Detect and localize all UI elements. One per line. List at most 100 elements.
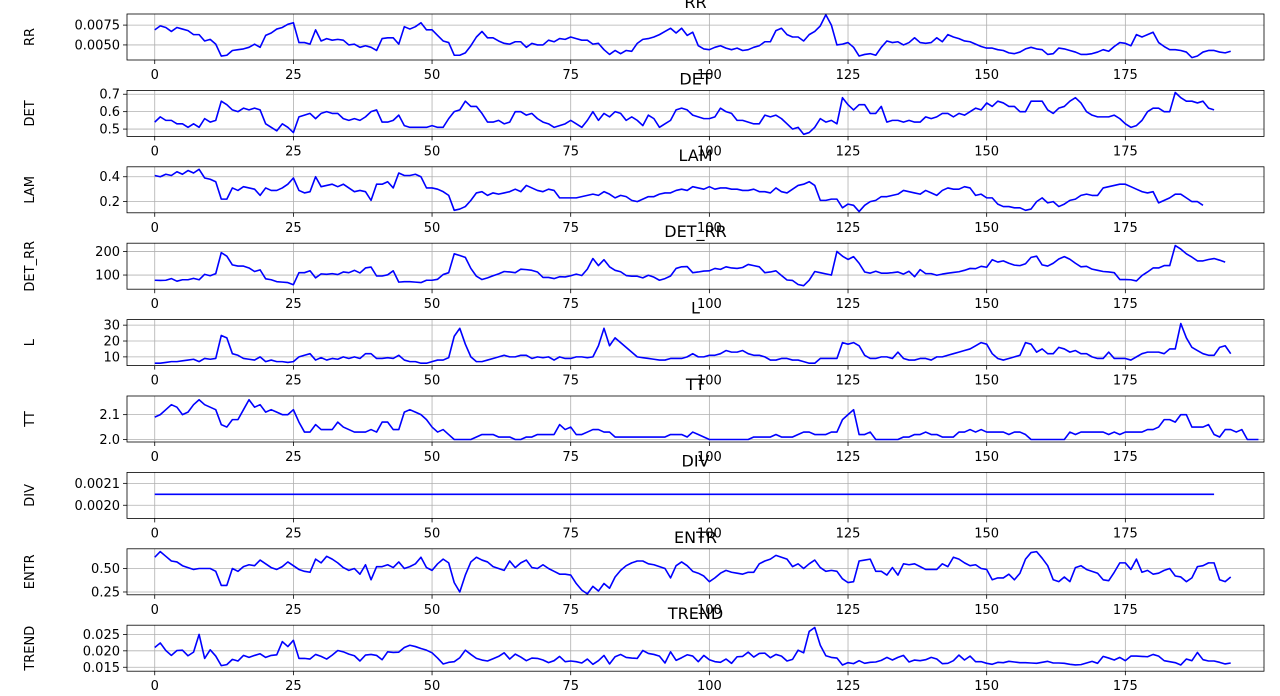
axes-frame (126, 242, 1265, 290)
x-tick-label: 125 (836, 526, 861, 541)
x-tick-label: 175 (1113, 603, 1138, 618)
x-tick-label: 175 (1113, 526, 1138, 541)
x-tick-label: 125 (836, 221, 861, 236)
subplot-title: ENTR (674, 528, 717, 547)
y-axis-label: DET_RR (23, 241, 38, 292)
x-tick-label: 100 (697, 221, 722, 236)
x-tick-label: 25 (285, 144, 302, 159)
x-tick-label: 175 (1113, 297, 1138, 312)
x-tick-label: 50 (424, 144, 441, 159)
x-tick-label: 125 (836, 603, 861, 618)
x-tick-label: 100 (697, 450, 722, 465)
x-tick-label: 100 (697, 603, 722, 618)
series-line (154, 398, 1259, 441)
subplot-title: LAM (678, 146, 712, 165)
x-tick-label: 75 (562, 297, 579, 312)
y-tick-label: 0.0075 (75, 19, 121, 34)
y-axis-label: DET (23, 100, 38, 126)
x-tick-label: 0 (151, 526, 159, 541)
y-tick-label: 0.50 (91, 562, 120, 577)
subplot-title: DET (679, 69, 711, 88)
x-tick-label: 0 (151, 603, 159, 618)
y-tick-label: 0.6 (99, 105, 120, 120)
x-tick-label: 125 (836, 450, 861, 465)
x-tick-label: 25 (285, 68, 302, 83)
y-tick-label: 0.25 (91, 585, 120, 600)
axes-frame (126, 13, 1265, 61)
x-tick-label: 125 (836, 374, 861, 389)
x-tick-label: 25 (285, 374, 302, 389)
y-tick-label: 10 (103, 350, 120, 365)
x-tick-label: 25 (285, 297, 302, 312)
x-tick-label: 175 (1113, 374, 1138, 389)
x-tick-label: 25 (285, 526, 302, 541)
subplot-det: 0 25 50 75 100 125 150 175 0.5 0.6 0.7 DET DET (23, 69, 1265, 159)
y-tick-label: 2.0 (99, 433, 120, 448)
axes-frame (126, 90, 1265, 137)
series-line (154, 168, 1204, 213)
x-tick-label: 0 (151, 221, 159, 236)
series-line (154, 626, 1231, 667)
y-tick-label: 0.0021 (75, 477, 121, 492)
x-tick-label: 175 (1113, 221, 1138, 236)
x-tick-label: 100 (697, 144, 722, 159)
subplot-entr: 0 25 50 75 100 125 150 175 0.25 0.50 ENTR ENTR (23, 528, 1265, 618)
subplot-title: DIV (682, 451, 710, 470)
x-tick-label: 175 (1113, 144, 1138, 159)
x-tick-label: 125 (836, 297, 861, 312)
series-line (154, 91, 1215, 136)
x-tick-label: 50 (424, 450, 441, 465)
y-tick-label: 100 (95, 269, 120, 284)
subplot-tt: 0 25 50 75 100 125 150 175 2.0 2.1 TT TT (23, 375, 1265, 465)
x-tick-label: 75 (562, 526, 579, 541)
x-tick-label: 25 (285, 450, 302, 465)
x-tick-label: 75 (562, 144, 579, 159)
subplot-title: TREND (667, 604, 723, 623)
x-tick-label: 50 (424, 221, 441, 236)
series-line (154, 322, 1232, 365)
y-tick-label: 30 (103, 319, 120, 334)
x-tick-label: 175 (1113, 679, 1138, 694)
y-axis-label: TT (23, 411, 38, 428)
x-tick-label: 25 (285, 679, 302, 694)
subplot-lam: 0 25 50 75 100 125 150 175 0.2 0.4 LAM LAM (23, 146, 1265, 236)
x-tick-label: 100 (697, 374, 722, 389)
y-tick-label: 0.020 (83, 644, 120, 659)
y-tick-label: 0.2 (99, 195, 120, 210)
y-tick-label: 0.025 (83, 628, 120, 643)
y-tick-label: 0.015 (83, 661, 120, 676)
y-tick-label: 0.5 (99, 123, 120, 138)
x-tick-label: 0 (151, 297, 159, 312)
x-tick-label: 150 (974, 221, 999, 236)
x-tick-label: 125 (836, 679, 861, 694)
y-tick-label: 0.4 (99, 170, 120, 185)
y-tick-label: 0.0050 (75, 38, 121, 53)
x-tick-label: 50 (424, 68, 441, 83)
x-tick-label: 150 (974, 297, 999, 312)
y-axis-label: ENTR (23, 554, 38, 589)
axes-frame (126, 166, 1265, 214)
y-tick-label: 0.0020 (75, 499, 121, 514)
x-tick-label: 75 (562, 68, 579, 83)
x-tick-label: 100 (697, 297, 722, 312)
x-tick-label: 150 (974, 603, 999, 618)
subplot-det-rr: 0 25 50 75 100 125 150 175 100 200 DET_RR DET_RR (23, 222, 1265, 312)
y-tick-label: 20 (103, 335, 120, 350)
x-tick-label: 150 (974, 450, 999, 465)
subplot-title: TT (685, 375, 705, 394)
x-tick-label: 50 (424, 297, 441, 312)
x-tick-label: 50 (424, 526, 441, 541)
y-axis-label: L (23, 338, 38, 346)
x-tick-label: 150 (974, 679, 999, 694)
subplot-title: RR (684, 0, 706, 12)
x-tick-label: 75 (562, 603, 579, 618)
x-tick-label: 150 (974, 68, 999, 83)
axes-frame (126, 395, 1265, 443)
x-tick-label: 25 (285, 603, 302, 618)
x-tick-label: 175 (1113, 450, 1138, 465)
subplot-title: L (691, 299, 700, 318)
subplot-div: 0 25 50 75 100 125 150 175 0.0020 0.0021 DIV DIV (23, 451, 1265, 541)
x-tick-label: 175 (1113, 68, 1138, 83)
